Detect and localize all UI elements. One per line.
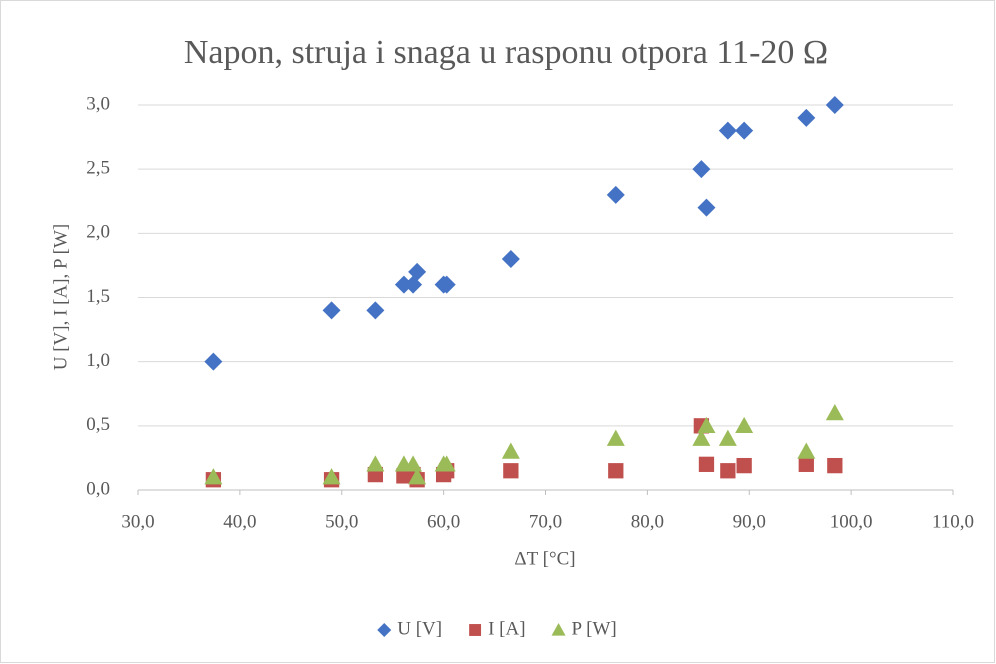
point [797,442,816,459]
legend-label: U [V] [397,618,442,639]
x-tick-label: 40,0 [223,511,256,532]
point [366,455,385,472]
point [322,301,341,320]
point [608,463,624,479]
point [735,416,754,434]
x-tick-label: 100,0 [830,511,873,532]
point [322,468,341,485]
point [692,429,711,446]
y-tick-label: 2,5 [86,158,110,179]
point [408,468,427,485]
point [394,275,413,294]
point [204,352,223,371]
y-tick-label: 0,0 [86,478,110,499]
point [404,455,423,472]
point [697,416,716,434]
point [718,121,737,140]
x-tick-label: 70,0 [529,511,562,532]
point [408,262,427,281]
point [606,185,625,204]
point [503,463,519,479]
point [825,404,844,421]
point [697,198,716,217]
y-tick-label: 1,5 [86,286,110,307]
point [366,301,385,320]
x-tick-label: 30,0 [121,511,154,532]
y-tick-label: 3,0 [86,93,110,114]
legend-marker [377,623,392,637]
point [718,429,737,446]
x-tick-label: 90,0 [733,511,766,532]
point [735,121,754,140]
x-tick-label: 60,0 [427,511,460,532]
x-tick-label: 110,0 [932,511,974,532]
y-tick-label: 1,0 [86,350,110,371]
legend-marker [551,623,566,636]
point [720,463,736,479]
point [501,442,520,459]
point [204,468,223,485]
x-tick-label: 50,0 [325,511,358,532]
y-tick-label: 0,5 [86,414,110,435]
point [797,108,816,127]
point [501,250,520,268]
point [825,96,844,114]
point [437,275,456,294]
point [827,457,843,474]
point [437,455,456,472]
point [692,160,711,179]
legend-label: I [A] [488,618,525,639]
point [798,456,814,472]
chart-title: Napon, struja i snaga u rasponu otpora 1… [184,34,828,71]
x-tick-label: 80,0 [631,511,664,532]
legend-marker [469,624,482,636]
x-axis-label: ΔT [°C] [514,548,575,569]
point [606,429,625,446]
y-axis-label: U [V], I [A], P [W] [50,224,71,371]
point [736,457,752,474]
point [698,456,715,472]
y-tick-label: 2,0 [86,222,110,243]
legend-label: P [W] [572,618,617,639]
